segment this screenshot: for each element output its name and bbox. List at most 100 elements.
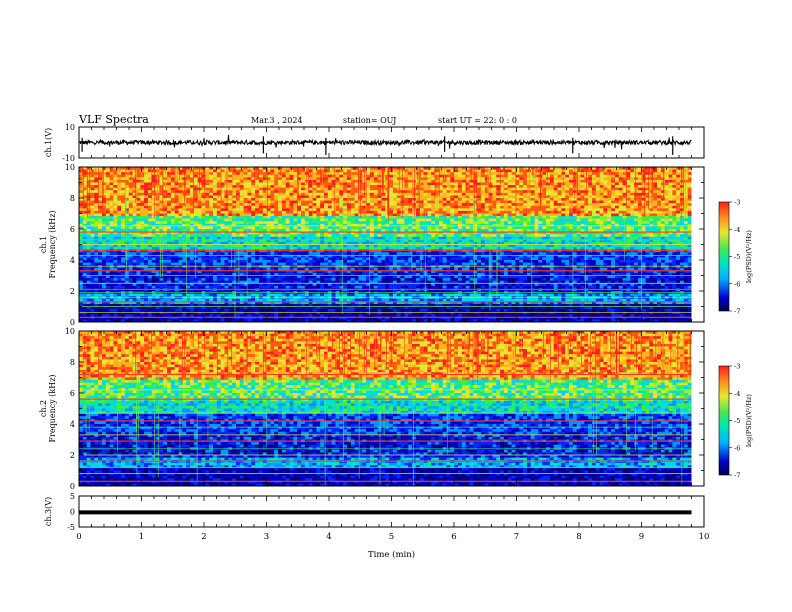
spectrogram-cell bbox=[473, 179, 478, 183]
spectrogram-cell bbox=[683, 218, 689, 222]
spectrogram-cell bbox=[488, 223, 493, 227]
spectrogram-cell bbox=[151, 192, 156, 196]
spectrogram-cell bbox=[339, 190, 344, 194]
spectrogram-cell bbox=[335, 244, 340, 248]
spectrogram-cell bbox=[297, 239, 302, 243]
spectrogram-cell bbox=[412, 203, 417, 207]
spectrogram-cell bbox=[473, 239, 478, 243]
spectrogram-cell bbox=[473, 177, 478, 181]
spectrogram-cell bbox=[224, 203, 229, 207]
spectrogram-cell bbox=[549, 208, 555, 212]
spectrogram-cell bbox=[649, 236, 654, 240]
spectrogram-cell bbox=[243, 190, 248, 194]
spectrogram-cell bbox=[687, 179, 692, 183]
spectrogram-cell bbox=[622, 208, 627, 212]
spectrogram-cell bbox=[480, 198, 486, 201]
spectrogram-cell bbox=[569, 192, 574, 196]
spectrogram-cell bbox=[109, 200, 114, 204]
spectrogram-cell bbox=[308, 239, 313, 243]
spectrogram-cell bbox=[618, 172, 623, 176]
spectrogram-cell bbox=[580, 167, 585, 170]
spectrogram-cell bbox=[285, 177, 290, 181]
spectrogram-cell bbox=[232, 203, 237, 207]
spectrogram-cell bbox=[308, 241, 313, 245]
spectrogram-cell bbox=[438, 190, 444, 194]
spectrogram-cell bbox=[672, 236, 677, 240]
spectrogram-cell bbox=[549, 169, 555, 173]
spectrogram-cell bbox=[289, 213, 294, 217]
spectrogram-cell bbox=[243, 221, 248, 225]
spectrogram-cell bbox=[523, 241, 528, 245]
spectrogram-cell bbox=[565, 198, 570, 201]
spectrogram-cell bbox=[595, 187, 601, 191]
spectrogram-cell bbox=[281, 223, 287, 227]
spectrogram-cell bbox=[320, 241, 325, 245]
spectrogram-cell bbox=[569, 223, 574, 227]
spectrogram-cell bbox=[266, 190, 271, 194]
spectrogram-cell bbox=[423, 182, 428, 186]
spectrogram-cell bbox=[320, 203, 325, 207]
spectrogram-cell bbox=[209, 221, 214, 225]
spectrogram-cell bbox=[235, 169, 241, 173]
spectrogram-cell bbox=[274, 192, 279, 196]
spectrogram-cell bbox=[251, 177, 256, 181]
spectrogram-cell bbox=[645, 172, 650, 176]
spectrogram-cell bbox=[86, 229, 91, 232]
spectrogram-cell bbox=[285, 187, 290, 191]
spectrogram-cell bbox=[251, 169, 256, 173]
spectrogram-cell bbox=[224, 229, 229, 232]
spectrogram-cell bbox=[392, 208, 398, 212]
spectrogram-cell bbox=[465, 231, 470, 235]
spectrogram-cell bbox=[569, 234, 574, 238]
spectrogram-cell bbox=[178, 229, 183, 232]
spectrogram-cell bbox=[94, 213, 99, 217]
spectrogram-cell bbox=[251, 185, 256, 189]
spectrogram-cell bbox=[151, 229, 156, 232]
spectrogram-cell bbox=[278, 190, 283, 194]
spectrogram-cell bbox=[473, 203, 478, 207]
spectrogram-cell bbox=[373, 185, 378, 189]
spectrogram-cell bbox=[136, 167, 141, 170]
spectrogram-cell bbox=[224, 190, 229, 194]
spectrogram-cell bbox=[603, 239, 608, 243]
spectrogram-cell bbox=[404, 203, 409, 207]
spectrogram-cell bbox=[312, 177, 317, 181]
spectrogram-cell bbox=[404, 216, 409, 220]
spectrogram-cell bbox=[588, 210, 593, 214]
spectrogram-cell bbox=[82, 221, 88, 225]
spectrogram-cell bbox=[580, 216, 585, 220]
spectrogram-cell bbox=[190, 177, 195, 181]
spectrogram-cell bbox=[316, 208, 321, 212]
spectrogram-cell bbox=[400, 182, 405, 186]
spectrogram-cell bbox=[561, 200, 566, 204]
spectrogram-cell bbox=[220, 239, 225, 243]
spectrogram-cell bbox=[255, 208, 260, 212]
spectrogram-cell bbox=[381, 195, 386, 199]
spectrogram-cell bbox=[473, 200, 478, 204]
spectrogram-cell bbox=[285, 203, 290, 207]
spectrogram-cell bbox=[343, 229, 348, 232]
spectrogram-cell bbox=[484, 231, 490, 235]
spectrogram-cell bbox=[124, 213, 130, 217]
spectrogram-cell bbox=[454, 229, 459, 232]
spectrogram-cell bbox=[683, 203, 689, 207]
spectrogram-cell bbox=[239, 174, 245, 178]
spectrogram-cell bbox=[523, 208, 528, 212]
spectrogram-cell bbox=[660, 187, 666, 191]
spectrogram-cell bbox=[301, 198, 306, 201]
spectrogram-cell bbox=[389, 210, 394, 214]
spectrogram-cell bbox=[79, 195, 84, 199]
spectrogram-cell bbox=[343, 192, 348, 196]
spectrogram-cell bbox=[320, 218, 325, 222]
spectrogram-cell bbox=[457, 241, 463, 245]
spectrogram-cell bbox=[588, 167, 593, 170]
spectrogram-cell bbox=[408, 213, 413, 217]
spectrogram-cell bbox=[484, 239, 490, 243]
spectrogram-cell bbox=[630, 213, 635, 217]
spectrogram-cell bbox=[611, 229, 616, 232]
spectrogram-cell bbox=[680, 203, 685, 207]
spectrogram-cell bbox=[546, 200, 551, 204]
spectrogram-cell bbox=[228, 190, 233, 194]
spectrogram-cell bbox=[339, 192, 344, 196]
spectrogram-cell bbox=[232, 226, 237, 230]
